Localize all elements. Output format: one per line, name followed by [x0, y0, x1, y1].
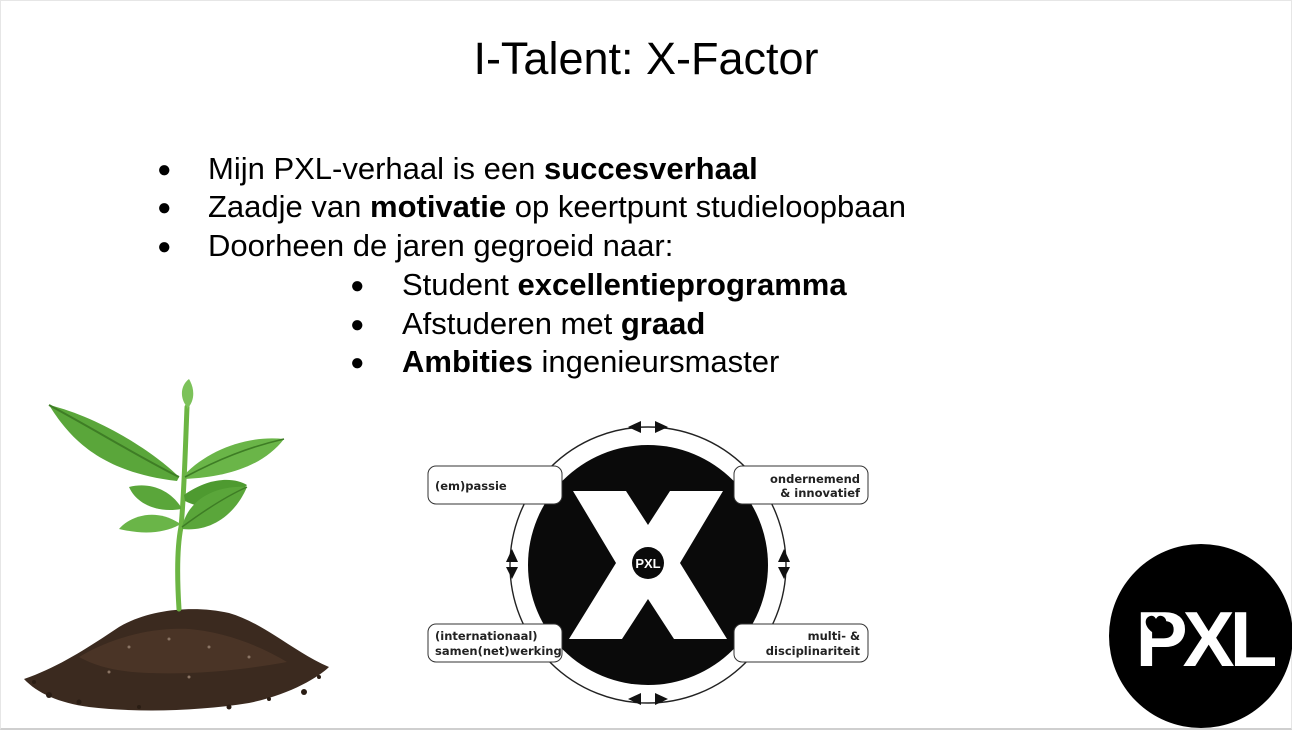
- svg-text:multi- &: multi- &: [808, 629, 860, 643]
- bullet-icon: ●: [157, 194, 172, 221]
- xfactor-diagram: PXL (em)passie ondernemend & innovatief …: [427, 421, 869, 705]
- bullet-icon: ●: [157, 233, 172, 260]
- bullet-icon: ●: [350, 272, 365, 299]
- label-box: [733, 465, 869, 505]
- bullet-icon: ●: [350, 349, 365, 376]
- label-empassie: (em)passie: [435, 479, 507, 493]
- svg-text:ondernemend: ondernemend: [770, 472, 860, 486]
- label-box: [427, 623, 563, 663]
- label-box: [427, 465, 563, 505]
- pxl-badge: [632, 547, 664, 579]
- bullet-icon: ●: [157, 156, 172, 183]
- svg-text:PXL: PXL: [635, 556, 660, 571]
- svg-text:& innovatief: & innovatief: [780, 486, 861, 500]
- cycle-arrows: [506, 421, 790, 705]
- slide-title: I-Talent: X-Factor: [473, 33, 819, 84]
- cycle-ring: [509, 426, 787, 704]
- label-box: [733, 623, 869, 663]
- svg-text:PXL: PXL: [1136, 595, 1276, 683]
- pxl-logo: PXL: [1109, 544, 1292, 728]
- bullet-icon: ●: [350, 311, 365, 338]
- svg-text:disciplinariteit: disciplinariteit: [766, 644, 861, 658]
- svg-text:samen(net)werking: samen(net)werking: [435, 644, 562, 658]
- svg-text:(internationaal): (internationaal): [435, 629, 538, 643]
- sprout-icon: [24, 379, 329, 711]
